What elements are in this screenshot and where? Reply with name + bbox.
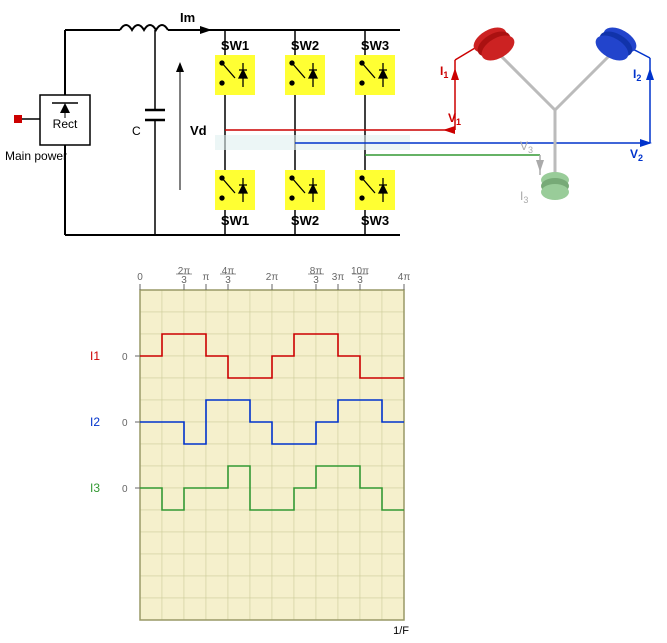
- sw3-top-label: SW3: [361, 38, 389, 53]
- main-power-label: Main power: [5, 149, 67, 163]
- i3-label: I3: [520, 189, 528, 205]
- rect-label: Rect: [53, 117, 78, 131]
- i2-label: I2: [633, 67, 641, 83]
- coil-blue: [591, 22, 640, 65]
- sw1-top-label: SW1: [221, 38, 249, 53]
- svg-text:0: 0: [137, 272, 143, 283]
- trace-label-i1: I1: [90, 349, 100, 363]
- svg-text:0: 0: [122, 418, 128, 429]
- coil-green: [541, 172, 569, 200]
- svg-text:2π: 2π: [266, 272, 279, 283]
- circuit-diagram: Rect Main power Im C Vd SW1 SW1: [0, 0, 667, 260]
- svg-text:2π3: 2π3: [178, 266, 191, 286]
- svg-text:4π: 4π: [398, 272, 411, 283]
- trace-label-i3: I3: [90, 481, 100, 495]
- v3-label: V3: [520, 139, 533, 155]
- vd-label: Vd: [190, 123, 207, 138]
- main-power-pin: [14, 115, 22, 123]
- sw2-top-label: SW2: [291, 38, 319, 53]
- svg-text:4π3: 4π3: [222, 266, 235, 286]
- i1-label: I1: [440, 64, 448, 80]
- waveform-chart: 0 2π3 π 4π3 2π 8π3 3π 10π3 4π 0 I1 0 I2 0 I3 1/F: [60, 260, 480, 640]
- trace-label-i2: I2: [90, 415, 100, 429]
- svg-text:3π: 3π: [332, 272, 345, 283]
- svg-text:0: 0: [122, 352, 128, 363]
- im-label: Im: [180, 10, 195, 25]
- svg-text:8π3: 8π3: [310, 266, 323, 286]
- c-label: C: [132, 124, 141, 138]
- svg-text:π: π: [203, 272, 210, 283]
- sw2-bot-label: SW2: [291, 213, 319, 228]
- sw1-bot-label: SW1: [221, 213, 249, 228]
- x-axis-label: 1/F: [393, 625, 409, 637]
- coil-red: [469, 22, 518, 65]
- svg-text:0: 0: [122, 484, 128, 495]
- svg-text:10π3: 10π3: [351, 266, 369, 286]
- sw3-bot-label: SW3: [361, 213, 389, 228]
- v2-label: V2: [630, 147, 643, 163]
